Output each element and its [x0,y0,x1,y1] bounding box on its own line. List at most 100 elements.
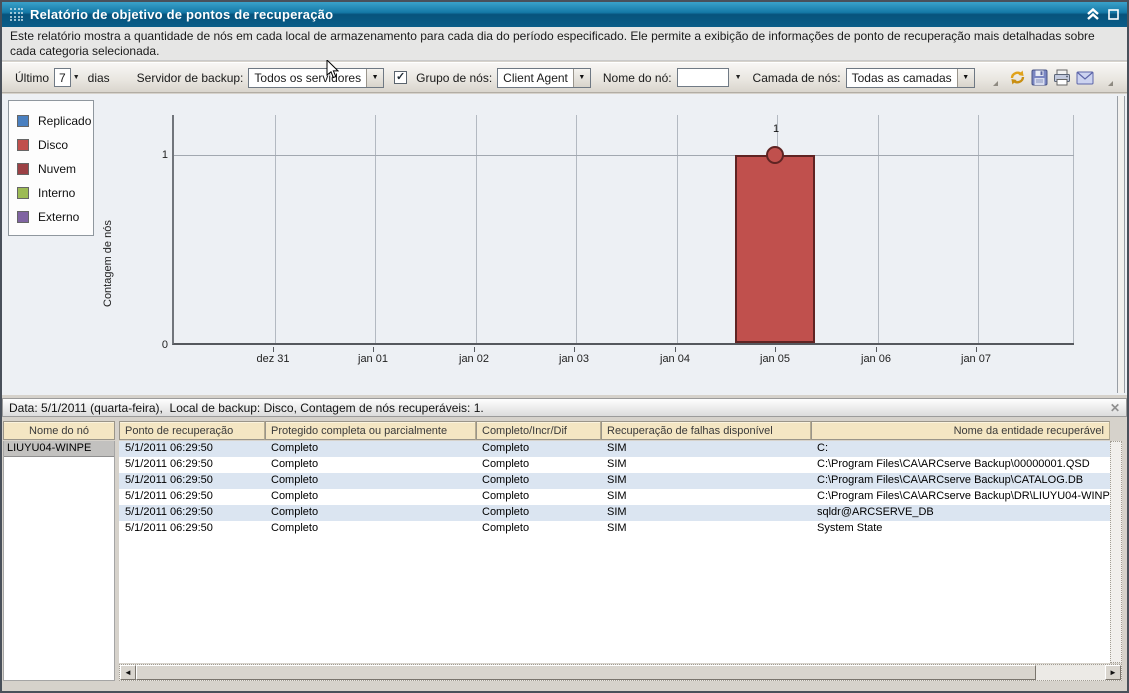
legend-item: Nuvem [17,157,93,181]
page-title: Relatório de objetivo de pontos de recup… [30,7,1086,22]
dropdown-arrow-icon[interactable]: ▼ [573,69,590,87]
days-value: 7 [59,71,66,85]
node-name-input[interactable] [677,68,729,87]
cell-protected: Completo [265,521,476,537]
gridline [476,115,477,343]
close-icon[interactable]: ✕ [1110,401,1120,415]
cell-entity: System State [811,521,1110,537]
cell-recovery-point: 5/1/2011 06:29:50 [119,489,265,505]
gridline [978,115,979,343]
print-icon[interactable] [1053,69,1071,86]
cell-dr-available: SIM [601,457,811,473]
bar-point-marker[interactable] [766,146,784,164]
table-row[interactable]: 5/1/2011 06:29:50 Completo Completo SIM … [119,441,1110,457]
node-group-value: Client Agent [498,69,573,87]
node-tier-select[interactable]: Todas as camadas ▼ [846,68,975,88]
gridline [275,115,276,343]
toolbar-overflow-icon[interactable] [1105,78,1113,86]
x-label: jan 06 [836,353,916,365]
maximize-icon[interactable] [1108,9,1119,20]
cell-dr-available: SIM [601,505,811,521]
table-row[interactable]: 5/1/2011 06:29:50 Completo Completo SIM … [119,473,1110,489]
report-window: Relatório de objetivo de pontos de recup… [0,0,1129,693]
node-group-label: Grupo de nós: [416,71,492,85]
x-tick [574,347,575,352]
cell-recovery-point: 5/1/2011 06:29:50 [119,441,265,457]
y-tick-0: 0 [148,339,168,351]
node-group-checkbox[interactable]: ✓ [394,71,407,84]
gridline-y1 [174,155,1074,156]
table-horizontal-scrollbar[interactable]: ◄ ► [119,664,1122,681]
cell-recovery-point: 5/1/2011 06:29:50 [119,505,265,521]
collapse-icon[interactable] [1086,8,1100,21]
gridline [576,115,577,343]
x-label: dez 31 [233,353,313,365]
y-axis-title: Contagem de nós [100,154,116,374]
filter-toolbar: Último 7 ▼ dias Servidor de backup: Todo… [2,62,1127,93]
days-unit-label: dias [88,71,110,85]
table-row[interactable]: 5/1/2011 06:29:50 Completo Completo SIM … [119,457,1110,473]
detail-info-text: Data: 5/1/2011 (quarta-feira), Local de … [9,401,484,415]
node-pane-header: Nome do nó [3,421,115,440]
legend-swatch-interno [17,187,29,199]
x-tick [775,347,776,352]
node-tier-value: Todas as camadas [847,69,957,87]
scrollbar-thumb[interactable] [136,665,1036,680]
chart-vertical-scrollbar[interactable] [1117,96,1125,393]
node-list-item[interactable]: LIUYU04-WINPE [4,441,114,457]
x-label: jan 01 [333,353,413,365]
cell-recovery-point: 5/1/2011 06:29:50 [119,457,265,473]
node-group-select[interactable]: Client Agent ▼ [497,68,591,88]
cell-protected: Completo [265,441,476,457]
title-bar: Relatório de objetivo de pontos de recup… [2,2,1127,27]
node-name-dropdown-arrow-icon[interactable]: ▼ [735,74,742,81]
table-header-row: Ponto de recuperação Protegido completa … [119,421,1110,440]
dropdown-arrow-icon[interactable]: ▼ [366,69,383,87]
cell-full-incr-diff: Completo [476,489,601,505]
table-vertical-scrollbar[interactable] [1110,441,1122,663]
scroll-right-icon[interactable]: ► [1105,665,1121,680]
column-header-protected[interactable]: Protegido completa ou parcialmente [265,421,476,440]
cell-recovery-point: 5/1/2011 06:29:50 [119,473,265,489]
gridline [677,115,678,343]
cell-dr-available: SIM [601,489,811,505]
column-header-full-incr-diff[interactable]: Completo/Incr/Dif [476,421,601,440]
legend-swatch-externo [17,211,29,223]
recovery-point-table: 5/1/2011 06:29:50 Completo Completo SIM … [119,441,1110,663]
x-tick [876,347,877,352]
toolbar-overflow-icon[interactable] [990,78,998,86]
legend-swatch-disco [17,139,29,151]
refresh-icon[interactable] [1009,69,1026,86]
backup-server-label: Servidor de backup: [137,71,244,85]
save-icon[interactable] [1031,69,1048,86]
x-tick [675,347,676,352]
legend-label: Nuvem [38,162,76,176]
dropdown-arrow-icon[interactable]: ▼ [957,69,974,87]
bar-value-label: 1 [756,123,796,135]
email-icon[interactable] [1076,71,1094,85]
table-row[interactable]: 5/1/2011 06:29:50 Completo Completo SIM … [119,505,1110,521]
column-header-recovery-point[interactable]: Ponto de recuperação [119,421,265,440]
scrollbar-track[interactable] [1036,665,1105,680]
scroll-left-icon[interactable]: ◄ [120,665,136,680]
column-header-entity[interactable]: Nome da entidade recuperável [811,421,1110,440]
x-label: jan 05 [735,353,815,365]
days-dropdown-arrow-icon[interactable]: ▼ [73,74,80,81]
node-list: LIUYU04-WINPE [3,441,115,681]
legend-item: Disco [17,133,93,157]
report-description: Este relatório mostra a quantidade de nó… [2,27,1127,61]
x-label: jan 04 [635,353,715,365]
gridline [375,115,376,343]
last-label: Último [15,71,49,85]
legend-swatch-replicado [17,115,29,127]
bar-disco-jan05[interactable] [735,155,815,343]
cell-entity: C: [811,441,1110,457]
table-row[interactable]: 5/1/2011 06:29:50 Completo Completo SIM … [119,489,1110,505]
x-label: jan 07 [936,353,1016,365]
backup-server-select[interactable]: Todos os servidores ▼ [248,68,384,88]
x-tick [273,347,274,352]
days-input[interactable]: 7 [54,68,71,87]
column-header-dr-available[interactable]: Recuperação de falhas disponível [601,421,811,440]
table-row[interactable]: 5/1/2011 06:29:50 Completo Completo SIM … [119,521,1110,537]
node-tier-label: Camada de nós: [753,71,841,85]
